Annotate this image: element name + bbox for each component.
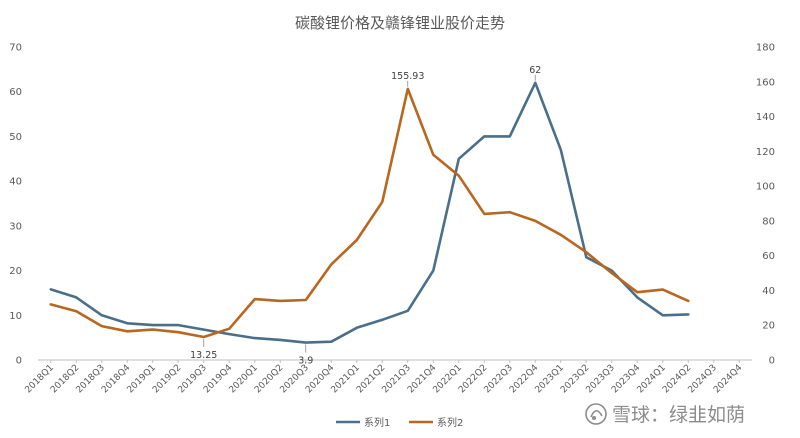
watermark: 雪球：绿韭如荫: [585, 403, 745, 426]
chart-title: 碳酸锂价格及赣锋锂业股价走势: [295, 14, 505, 32]
right-tick-label: 80: [762, 216, 775, 227]
right-tick-label: 140: [756, 112, 775, 123]
data-label: 3.9: [298, 356, 313, 367]
right-tick-label: 120: [756, 147, 775, 158]
right-tick-label: 100: [756, 182, 775, 193]
right-tick-label: 160: [756, 77, 775, 88]
data-label: 62: [529, 65, 541, 76]
left-tick-label: 40: [9, 177, 22, 188]
series-line-2: [49, 87, 690, 339]
right-tick-label: 20: [762, 321, 775, 332]
left-tick-label: 70: [9, 43, 22, 54]
snowball-logo-icon: [585, 403, 607, 425]
left-tick-label: 0: [16, 356, 22, 367]
left-tick-label: 30: [9, 221, 22, 232]
legend: 系列1 系列2: [336, 416, 463, 429]
series-lines: [49, 81, 690, 344]
watermark-text: 雪球：绿韭如荫: [612, 404, 745, 426]
data-label: 155.93: [391, 71, 424, 82]
legend-label-2: 系列2: [437, 416, 463, 429]
data-labels: 155.93 62 13.25 3.9: [190, 65, 541, 367]
left-tick-label: 60: [9, 87, 22, 98]
legend-label-1: 系列1: [364, 416, 390, 429]
left-tick-label: 50: [9, 132, 22, 143]
data-label: 13.25: [190, 350, 217, 361]
axes: 0 10 20 30 40 50 60 70 0 20 40 60 80 100 120 140 160 180 2…: [9, 43, 775, 396]
right-tick-label: 60: [762, 251, 775, 262]
right-tick-label: 180: [756, 43, 775, 54]
left-tick-label: 10: [9, 311, 22, 322]
left-tick-label: 20: [9, 266, 22, 277]
right-tick-label: 0: [769, 356, 775, 367]
x-tick-label: 2024Q4: [712, 363, 745, 396]
series-line-1: [49, 81, 690, 344]
right-tick-label: 40: [762, 286, 775, 297]
